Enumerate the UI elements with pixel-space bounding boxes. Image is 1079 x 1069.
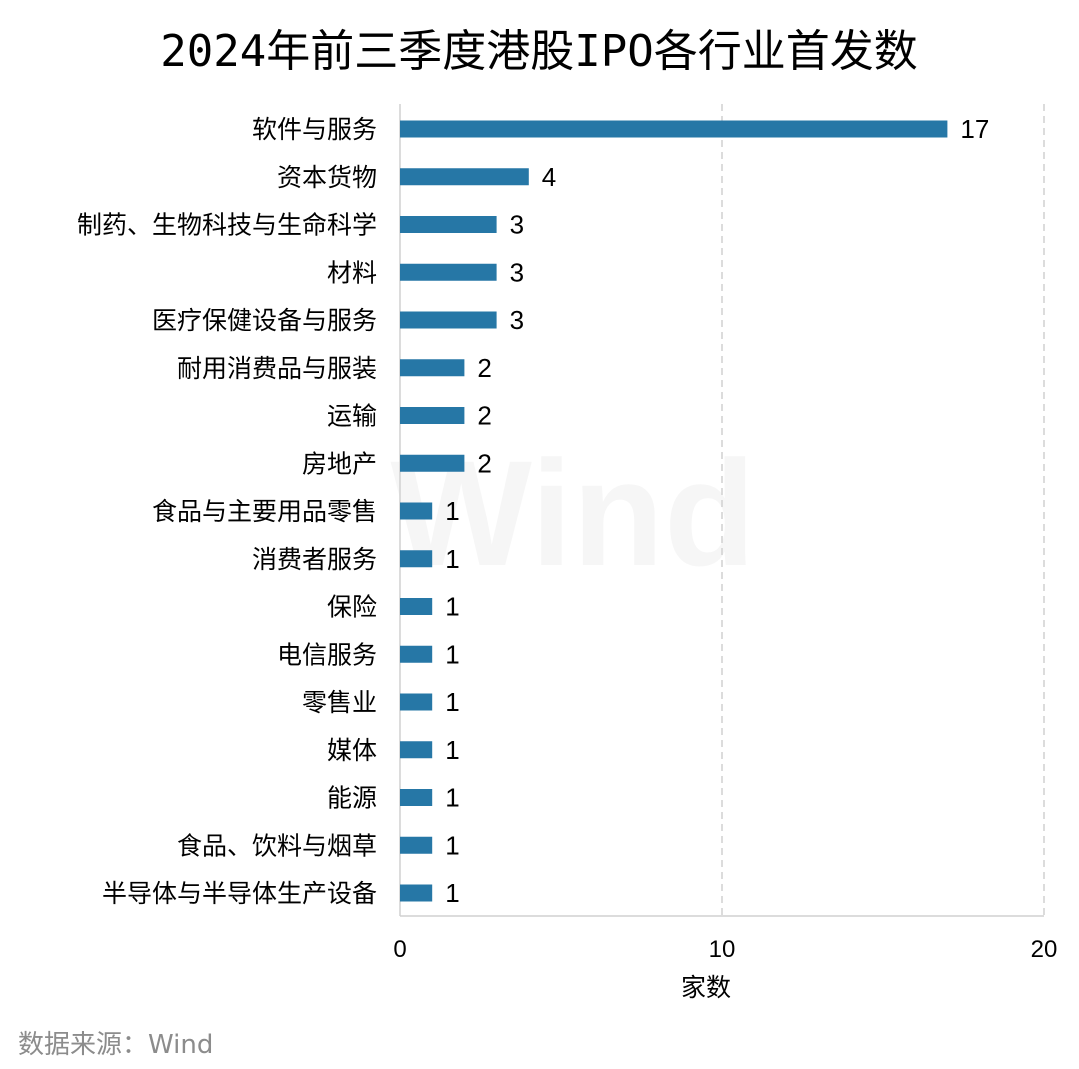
category-label: 保险: [327, 593, 377, 622]
category-label: 资本货物: [277, 163, 377, 192]
value-label: 1: [445, 878, 459, 908]
bars: [400, 120, 948, 902]
category-labels: 软件与服务资本货物制药、生物科技与生命科学材料医疗保健设备与服务耐用消费品与服装…: [77, 115, 377, 908]
value-label: 1: [445, 592, 459, 622]
bar: [400, 168, 529, 186]
category-label: 软件与服务: [252, 115, 377, 144]
bar: [400, 454, 465, 472]
value-label: 17: [960, 114, 989, 144]
category-label: 消费者服务: [252, 545, 377, 574]
category-label: 零售业: [302, 688, 377, 717]
source-note: 数据来源：Wind: [18, 1030, 213, 1060]
value-label: 2: [477, 448, 491, 478]
bar: [400, 645, 433, 663]
value-label: 1: [445, 830, 459, 860]
value-label: 1: [445, 735, 459, 765]
category-label: 电信服务: [277, 640, 377, 669]
bar: [400, 263, 497, 281]
bar: [400, 789, 433, 806]
bar: [400, 884, 433, 902]
category-label: 房地产: [302, 449, 377, 478]
value-label: 1: [445, 687, 459, 717]
value-label: 1: [445, 783, 459, 813]
value-label: 1: [445, 639, 459, 669]
category-label: 食品与主要用品零售: [152, 497, 377, 526]
bar: [400, 836, 433, 854]
value-label: 3: [510, 257, 524, 287]
bar: [400, 359, 465, 377]
bar: [400, 216, 497, 233]
value-label: 2: [477, 401, 491, 431]
value-label: 3: [510, 210, 524, 240]
bar: [400, 693, 433, 711]
category-label: 食品、饮料与烟草: [177, 831, 377, 860]
x-tick-label: 20: [1031, 936, 1058, 963]
category-label: 制药、生物科技与生命科学: [77, 211, 377, 240]
x-axis-title: 家数: [681, 973, 731, 1002]
value-label: 3: [510, 305, 524, 335]
bar: [400, 502, 433, 520]
bar: [400, 407, 465, 424]
bar: [400, 120, 948, 138]
bar: [400, 311, 497, 329]
category-label: 耐用消费品与服装: [177, 354, 377, 383]
bar: [400, 598, 433, 615]
category-label: 材料: [327, 258, 377, 287]
category-label: 媒体: [327, 736, 377, 765]
bar: [400, 741, 433, 759]
x-tick-label: 0: [393, 936, 406, 963]
x-axis-ticks: 0 10 20: [393, 936, 1057, 963]
value-label: 1: [445, 496, 459, 526]
category-label: 运输: [327, 402, 377, 431]
value-label: 4: [542, 162, 556, 192]
value-label: 2: [477, 353, 491, 383]
bar: [400, 550, 433, 568]
x-tick-label: 10: [709, 936, 736, 963]
category-label: 能源: [327, 784, 377, 813]
category-label: 半导体与半导体生产设备: [102, 879, 377, 908]
value-label: 1: [445, 544, 459, 574]
category-label: 医疗保健设备与服务: [152, 306, 377, 335]
chart-title: 2024年前三季度港股IPO各行业首发数: [160, 26, 917, 77]
